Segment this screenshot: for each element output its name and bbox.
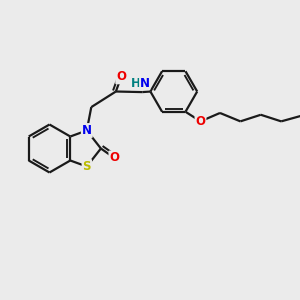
- Text: O: O: [116, 70, 126, 83]
- Text: O: O: [110, 152, 119, 164]
- Text: N: N: [82, 124, 92, 137]
- Text: H: H: [131, 76, 141, 90]
- Text: N: N: [140, 76, 150, 90]
- Text: S: S: [82, 160, 91, 173]
- Text: O: O: [196, 115, 206, 128]
